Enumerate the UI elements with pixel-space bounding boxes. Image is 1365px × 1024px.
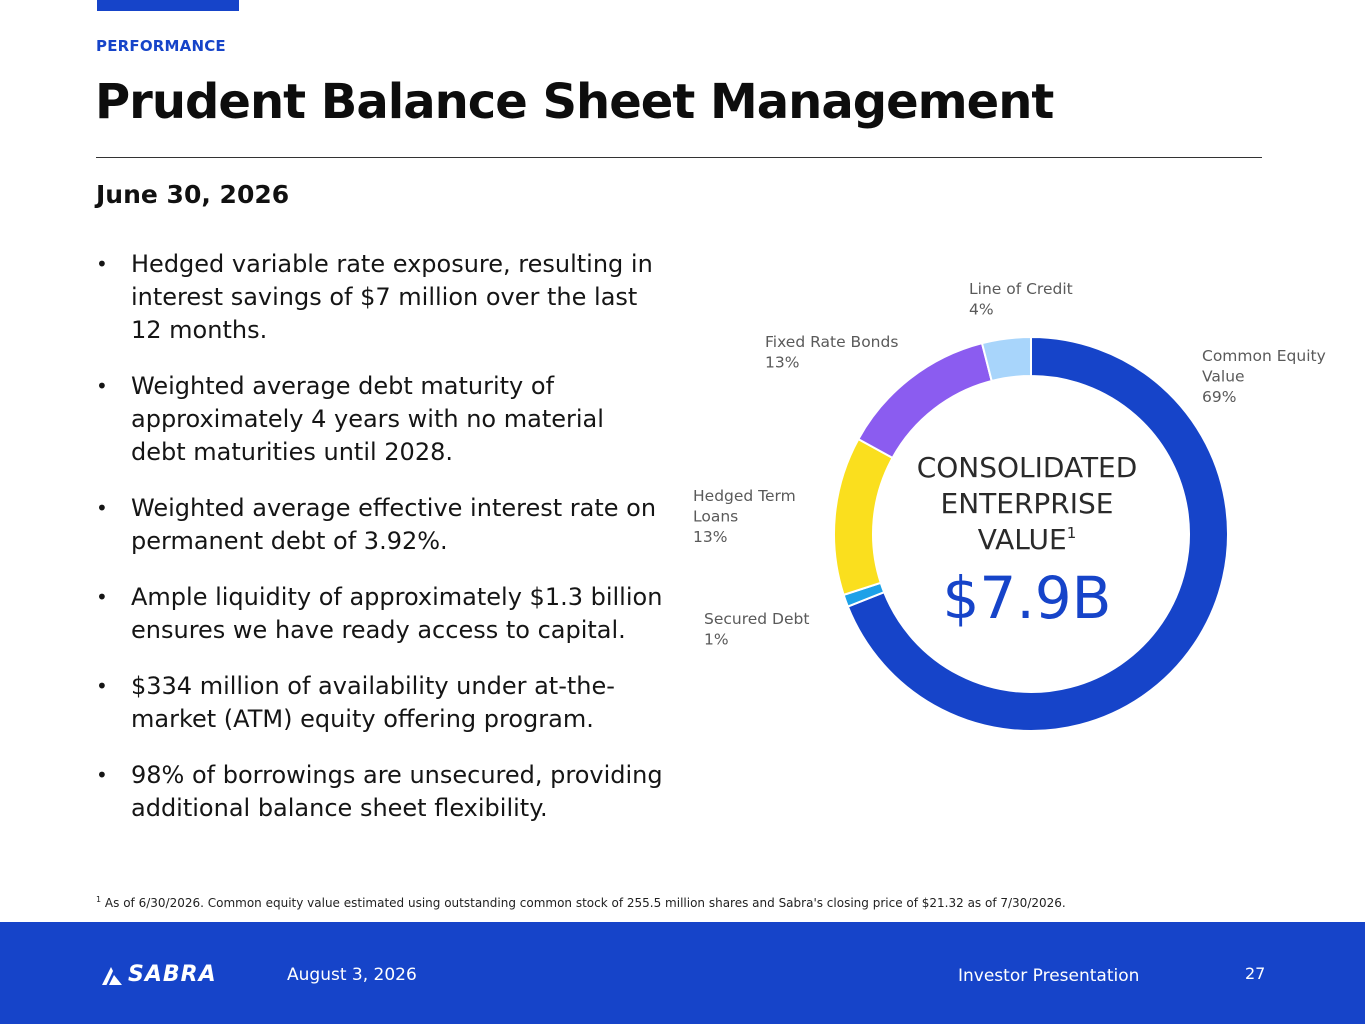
bullet-marker: • xyxy=(96,496,108,520)
footnote: 1 As of 6/30/2026. Common equity value e… xyxy=(96,895,1066,910)
segment-name-label: Loans xyxy=(693,508,738,526)
segment-label-1: Secured Debt 1% xyxy=(704,610,809,649)
footer-date: August 3, 2026 xyxy=(287,965,417,985)
footnote-marker: 1 xyxy=(96,895,102,904)
center-label-superscript: 1 xyxy=(1067,524,1077,542)
bullet-list: • Hedged variable rate exposure, resultin… xyxy=(96,248,666,848)
segment-name-label: Secured Debt xyxy=(704,610,809,628)
donut-segment-3 xyxy=(857,341,993,460)
bullet-text: Weighted average debt maturity of approx… xyxy=(131,372,604,466)
as-of-date: June 30, 2026 xyxy=(96,180,290,209)
segment-name-label: Common Equity xyxy=(1202,347,1326,365)
section-kicker: PERFORMANCE xyxy=(96,37,226,55)
enterprise-value-donut-chart: Common Equity Value 69% Secured Debt 1% Hedge… xyxy=(680,260,1365,760)
bullet-text: Hedged variable rate exposure, resulting… xyxy=(131,250,653,344)
sabra-logo: SABRA xyxy=(100,962,217,987)
segment-value-label: 13% xyxy=(693,528,727,546)
footer-bar: SABRA August 3, 2026 Investor Presentati… xyxy=(0,922,1365,1024)
segment-label-0: Common Equity Value 69% xyxy=(1202,347,1326,406)
center-label-line: CONSOLIDATED xyxy=(917,451,1138,484)
segment-name-label: Value xyxy=(1202,368,1245,386)
bullet-text: 98% of borrowings are unsecured, providi… xyxy=(131,761,663,822)
segment-name-label: Line of Credit xyxy=(969,280,1073,298)
donut-segment-2 xyxy=(833,437,894,597)
bullet-item: • Weighted average effective interest rat… xyxy=(96,492,666,558)
accent-bar xyxy=(97,0,239,11)
bullet-item: • Weighted average debt maturity of appro… xyxy=(96,370,666,469)
bullet-item: • Ample liquidity of approximately $1.3 b… xyxy=(96,581,666,647)
bullet-marker: • xyxy=(96,763,108,787)
bullet-text: $334 million of availability under at-th… xyxy=(131,672,615,733)
segment-name-label: Hedged Term xyxy=(693,487,796,505)
title-divider xyxy=(96,157,1262,158)
footnote-text: As of 6/30/2026. Common equity value est… xyxy=(104,896,1066,910)
bullet-text: Ample liquidity of approximately $1.3 bi… xyxy=(131,583,663,644)
center-label-line: ENTERPRISE xyxy=(941,487,1114,520)
center-label-line: VALUE1 xyxy=(978,523,1076,556)
bullet-item: • $334 million of availability under at-t… xyxy=(96,670,666,736)
segment-name-label: Fixed Rate Bonds xyxy=(765,333,898,351)
bullet-marker: • xyxy=(96,252,108,276)
bullet-marker: • xyxy=(96,374,108,398)
bullet-item: • Hedged variable rate exposure, resultin… xyxy=(96,248,666,347)
footer-presentation-title: Investor Presentation xyxy=(958,966,1140,986)
bullet-item: • 98% of borrowings are unsecured, provid… xyxy=(96,759,666,825)
segment-value-label: 13% xyxy=(765,354,799,372)
segment-value-label: 1% xyxy=(704,631,729,649)
segment-label-2: Hedged Term Loans 13% xyxy=(693,487,796,546)
bullet-marker: • xyxy=(96,585,108,609)
page-number: 27 xyxy=(1245,964,1266,983)
segment-value-label: 4% xyxy=(969,301,994,319)
donut-segment-0 xyxy=(846,335,1229,732)
center-value: $7.9B xyxy=(943,564,1112,632)
segment-value-label: 69% xyxy=(1202,388,1236,406)
segment-label-4: Line of Credit 4% xyxy=(969,280,1073,319)
donut-chart-svg: Common Equity Value 69% Secured Debt 1% Hedge… xyxy=(693,280,1326,732)
segment-label-3: Fixed Rate Bonds 13% xyxy=(765,333,898,372)
logo-wordmark: SABRA xyxy=(128,962,217,987)
page-title: Prudent Balance Sheet Management xyxy=(95,74,1054,130)
bullet-text: Weighted average effective interest rate… xyxy=(131,494,657,555)
sabra-logo-icon xyxy=(102,966,122,985)
donut-segment-4 xyxy=(980,335,1032,383)
bullet-marker: • xyxy=(96,674,108,698)
